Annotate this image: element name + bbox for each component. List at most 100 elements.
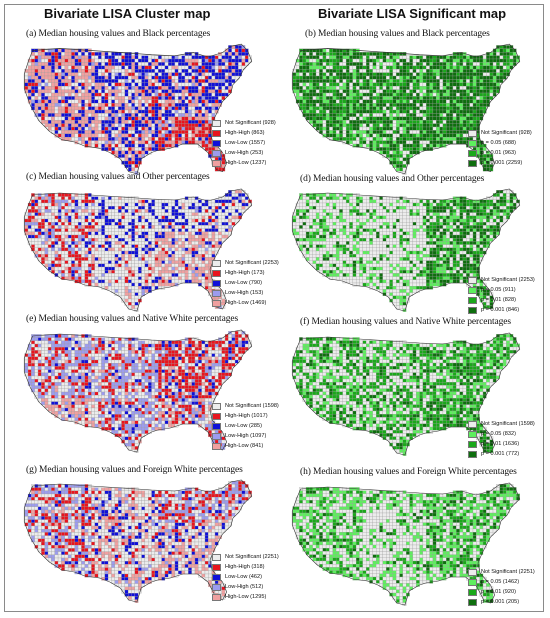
county-cell <box>292 79 297 83</box>
county-cell <box>108 228 112 232</box>
county-cell <box>54 215 59 220</box>
county-cell <box>208 215 212 220</box>
county-cell <box>91 140 95 145</box>
county-cell <box>442 86 447 90</box>
county-cell <box>446 58 450 63</box>
county-cell <box>74 209 79 213</box>
county-cell <box>128 167 132 172</box>
county-cell <box>339 86 343 90</box>
county-cell <box>386 55 390 60</box>
county-cell <box>499 79 504 83</box>
county-cell <box>389 143 393 148</box>
county-cell <box>442 130 447 134</box>
county-cell <box>452 89 457 94</box>
county-cell <box>362 109 367 114</box>
county-cell <box>27 231 32 236</box>
county-cell <box>151 126 156 131</box>
county-cell <box>299 69 303 73</box>
county-cell <box>214 247 219 252</box>
county-cell <box>184 218 189 223</box>
county-cell <box>309 106 313 111</box>
county-cell <box>121 72 125 77</box>
county-cell <box>148 257 152 261</box>
county-cell <box>128 199 132 204</box>
county-cell <box>161 116 166 121</box>
county-cell <box>144 65 149 70</box>
county-cell <box>459 126 464 131</box>
county-cell <box>376 113 380 117</box>
county-cell <box>486 99 490 104</box>
county-cell <box>144 266 149 271</box>
county-cell <box>128 113 132 117</box>
county-cell <box>198 140 202 145</box>
county-cell <box>154 103 159 107</box>
county-cell <box>509 58 514 63</box>
county-cell <box>319 82 323 87</box>
county-cell <box>47 58 52 63</box>
county-cell <box>164 133 169 138</box>
county-cell <box>188 250 192 255</box>
county-cell <box>224 69 229 73</box>
county-cell <box>214 222 219 226</box>
county-cell <box>214 218 219 223</box>
county-cell <box>482 55 487 60</box>
county-cell <box>476 116 480 121</box>
county-cell <box>382 126 387 131</box>
county-cell <box>54 113 59 117</box>
county-cell <box>108 196 112 200</box>
county-cell <box>234 193 239 197</box>
county-cell <box>198 250 202 255</box>
county-cell <box>41 116 45 121</box>
county-cell <box>124 273 129 277</box>
county-cell <box>101 273 105 277</box>
county-cell <box>87 209 92 213</box>
county-cell <box>47 109 52 114</box>
county-cell <box>194 89 199 94</box>
county-cell <box>419 120 424 124</box>
county-cell <box>244 196 249 200</box>
county-cell <box>305 109 310 114</box>
county-cell <box>31 199 35 204</box>
county-cell <box>426 82 430 87</box>
county-cell <box>108 140 112 145</box>
county-cell <box>44 225 49 229</box>
county-cell <box>376 130 380 134</box>
county-cell <box>396 82 400 87</box>
county-cell <box>479 106 484 111</box>
county-cell <box>61 75 65 80</box>
county-cell <box>128 263 132 268</box>
county-cell <box>191 58 196 63</box>
county-cell <box>44 244 49 248</box>
county-cell <box>462 130 467 134</box>
county-cell <box>144 96 149 100</box>
county-cell <box>416 89 420 94</box>
county-cell <box>234 196 239 200</box>
county-cell <box>27 89 32 94</box>
county-cell <box>325 109 330 114</box>
county-cell <box>61 72 65 77</box>
county-cell <box>141 215 146 220</box>
county-cell <box>151 231 156 236</box>
county-cell <box>194 270 199 274</box>
county-cell <box>171 75 176 80</box>
county-cell <box>74 260 79 264</box>
county-cell <box>71 69 75 73</box>
county-cell <box>198 260 202 264</box>
county-cell <box>108 82 112 87</box>
county-cell <box>77 75 82 80</box>
county-cell <box>131 250 136 255</box>
county-cell <box>295 69 300 73</box>
county-cell <box>158 260 162 264</box>
county-cell <box>77 62 82 66</box>
county-cell <box>74 106 79 111</box>
county-cell <box>47 96 52 100</box>
county-cell <box>47 99 52 104</box>
county-cell <box>181 254 186 258</box>
county-cell <box>41 86 45 90</box>
county-cell <box>81 123 85 128</box>
county-cell <box>449 106 454 111</box>
county-cell <box>416 106 420 111</box>
county-cell <box>372 116 377 121</box>
county-cell <box>214 62 219 66</box>
county-cell <box>359 58 363 63</box>
